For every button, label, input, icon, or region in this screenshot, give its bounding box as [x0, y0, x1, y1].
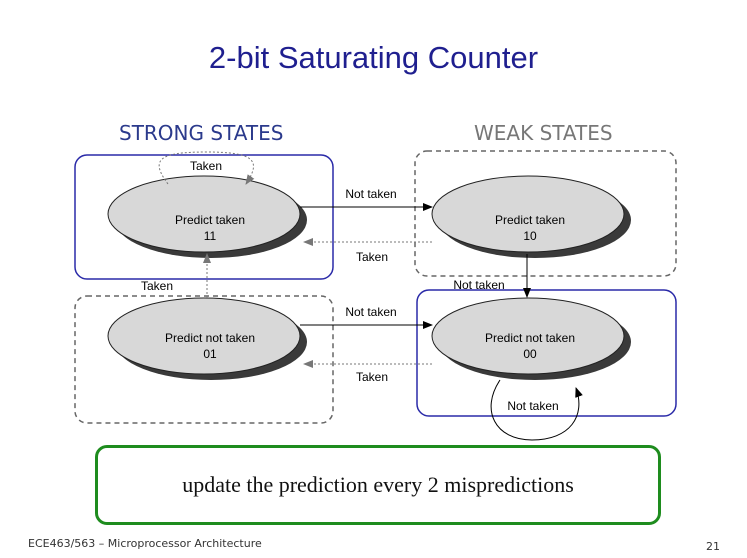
state-11-label: Predict taken [175, 213, 245, 227]
state-10-label: Predict taken [495, 213, 565, 227]
state-01-label: Predict not taken [165, 331, 255, 345]
label-01-to-00: Not taken [345, 305, 396, 319]
weak-states-box-top [414, 150, 677, 277]
state-01-ellipse [107, 297, 301, 375]
state-11-ellipse [107, 175, 301, 253]
label-01-to-11: Taken [141, 279, 173, 293]
self-loop-11-label: Taken [190, 159, 222, 173]
label-10-to-11: Taken [356, 250, 388, 264]
label-10-to-00: Not taken [453, 278, 504, 292]
strong-states-box-bottom [416, 289, 677, 417]
strong-states-box-top [74, 154, 334, 280]
self-loop-00-label: Not taken [507, 399, 558, 413]
state-00-ellipse [431, 297, 625, 375]
state-00-label: Predict not taken [485, 331, 575, 345]
self-loop-11-arrow [158, 151, 255, 185]
state-01-code: 01 [203, 347, 217, 361]
self-loop-00-arrow [490, 379, 583, 441]
callout-box: update the prediction every 2 mispredict… [95, 445, 661, 525]
weak-states-label: WEAK STATES [474, 121, 613, 145]
page-number: 21 [706, 540, 720, 553]
state-10-code: 10 [523, 229, 537, 243]
strong-states-label: STRONG STATES [119, 121, 284, 145]
label-00-to-01: Taken [356, 370, 388, 384]
state-10-ellipse [431, 175, 625, 253]
state-11-code: 11 [204, 229, 217, 243]
label-11-to-10: Not taken [345, 187, 396, 201]
state-00-code: 00 [523, 347, 537, 361]
slide-title: 2-bit Saturating Counter [208, 40, 539, 75]
callout-text: update the prediction every 2 mispredict… [182, 472, 574, 497]
weak-states-box-bottom [74, 295, 334, 424]
footer-course: ECE463/563 – Microprocessor Architecture [28, 537, 262, 550]
